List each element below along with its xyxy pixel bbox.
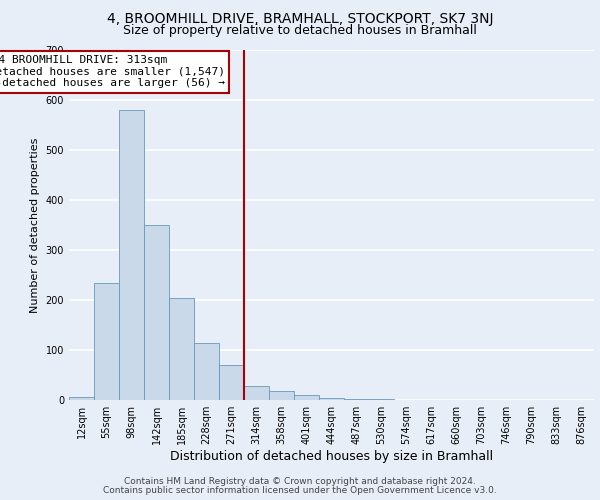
Bar: [319, 398, 344, 400]
X-axis label: Distribution of detached houses by size in Bramhall: Distribution of detached houses by size …: [170, 450, 493, 463]
Bar: [294, 395, 319, 400]
Bar: [119, 110, 144, 400]
Text: Size of property relative to detached houses in Bramhall: Size of property relative to detached ho…: [123, 24, 477, 37]
Bar: [269, 391, 294, 400]
Text: Contains HM Land Registry data © Crown copyright and database right 2024.: Contains HM Land Registry data © Crown c…: [124, 477, 476, 486]
Y-axis label: Number of detached properties: Number of detached properties: [30, 138, 40, 312]
Bar: [144, 225, 169, 400]
Bar: [219, 365, 244, 400]
Text: Contains public sector information licensed under the Open Government Licence v3: Contains public sector information licen…: [103, 486, 497, 495]
Bar: [344, 398, 369, 400]
Bar: [194, 342, 219, 400]
Text: 4, BROOMHILL DRIVE, BRAMHALL, STOCKPORT, SK7 3NJ: 4, BROOMHILL DRIVE, BRAMHALL, STOCKPORT,…: [107, 12, 493, 26]
Bar: [94, 282, 119, 400]
Bar: [169, 298, 194, 400]
Text: 4 BROOMHILL DRIVE: 313sqm
← 96% of detached houses are smaller (1,547)
3% of sem: 4 BROOMHILL DRIVE: 313sqm ← 96% of detac…: [0, 55, 224, 88]
Bar: [369, 399, 394, 400]
Bar: [244, 386, 269, 400]
Bar: [69, 396, 94, 400]
